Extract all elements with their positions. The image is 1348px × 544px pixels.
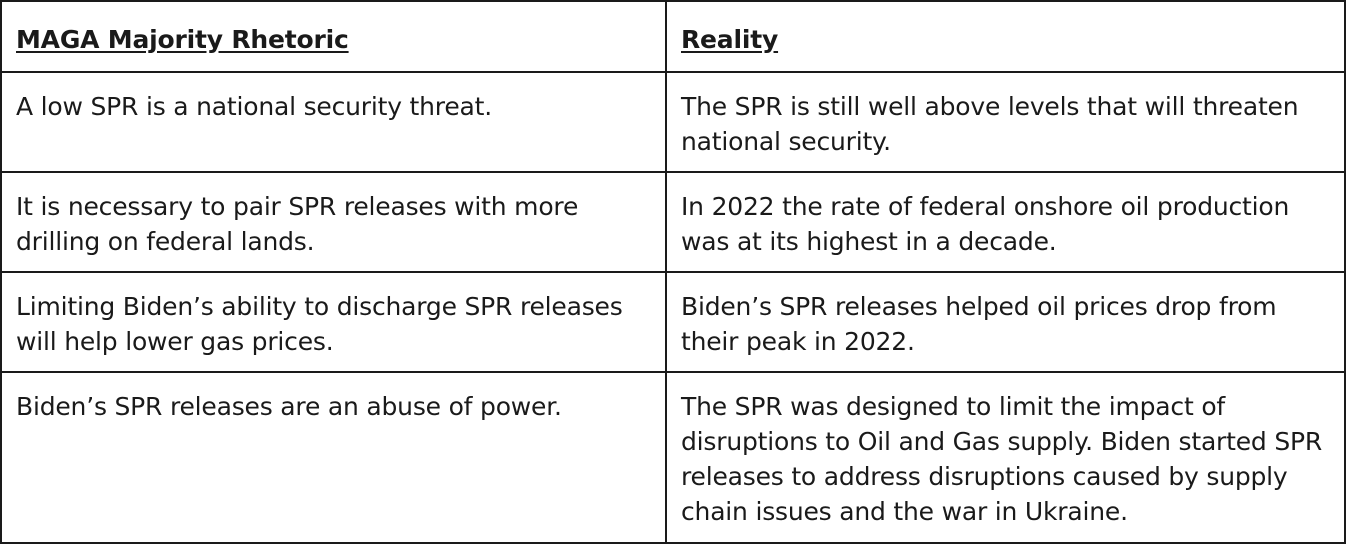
reality-cell: In 2022 the rate of federal onshore oil …: [665, 171, 1346, 273]
table-header-row: MAGA Majority Rhetoric Reality: [0, 0, 1346, 73]
table-row: It is necessary to pair SPR releases wit…: [0, 171, 1346, 273]
rhetoric-cell: Biden’s SPR releases are an abuse of pow…: [0, 371, 667, 544]
reality-cell: The SPR is still well above levels that …: [665, 71, 1346, 173]
header-reality: Reality: [665, 0, 1346, 73]
rhetoric-cell: It is necessary to pair SPR releases wit…: [0, 171, 667, 273]
table-row: Limiting Biden’s ability to discharge SP…: [0, 271, 1346, 373]
table-row: Biden’s SPR releases are an abuse of pow…: [0, 371, 1346, 544]
reality-cell: Biden’s SPR releases helped oil prices d…: [665, 271, 1346, 373]
rhetoric-cell: A low SPR is a national security threat.: [0, 71, 667, 173]
reality-cell: The SPR was designed to limit the impact…: [665, 371, 1346, 544]
header-rhetoric: MAGA Majority Rhetoric: [0, 0, 667, 73]
rhetoric-cell: Limiting Biden’s ability to discharge SP…: [0, 271, 667, 373]
table-row: A low SPR is a national security threat.…: [0, 71, 1346, 173]
